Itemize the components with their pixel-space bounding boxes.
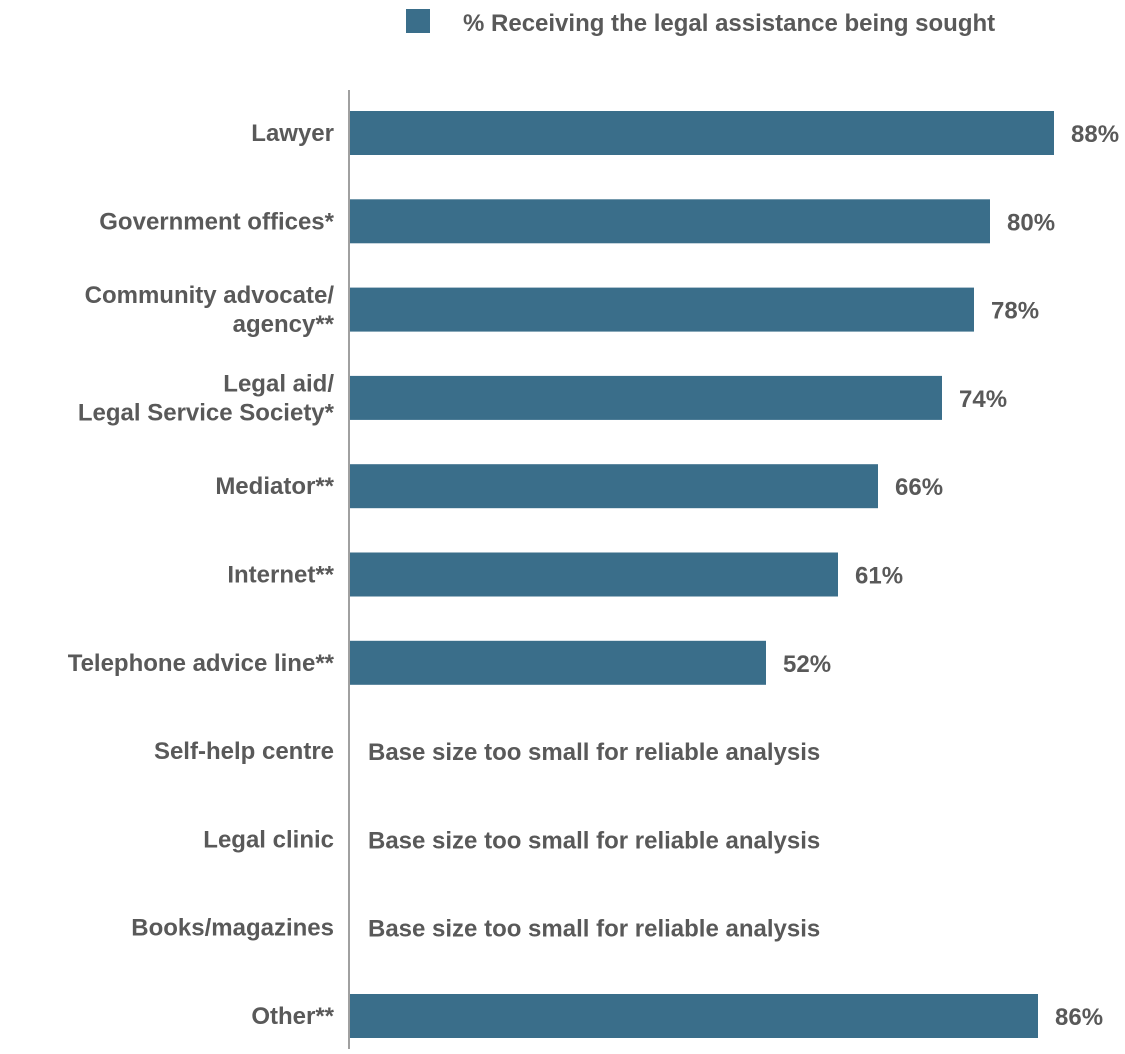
category-label-line: Telephone advice line** xyxy=(68,650,335,677)
category-label-line: Legal aid/ xyxy=(223,370,334,397)
data-label: 86% xyxy=(1055,1004,1103,1031)
category-label-line: Internet** xyxy=(227,562,334,589)
category-label-line: Community advocate/ xyxy=(85,282,335,309)
legend-label: % Receiving the legal assistance being s… xyxy=(463,10,995,37)
category-label-line: Other** xyxy=(251,1003,334,1030)
data-label: 80% xyxy=(1007,209,1055,236)
category-label: Legal clinic xyxy=(203,826,334,853)
category-label-line: Legal clinic xyxy=(203,826,334,853)
category-label-line: Legal Service Society* xyxy=(78,399,335,426)
category-label: Lawyer xyxy=(251,120,334,147)
category-label: Self-help centre xyxy=(154,738,334,765)
bar xyxy=(350,552,838,597)
bar xyxy=(350,994,1038,1038)
category-label-line: Lawyer xyxy=(251,120,334,147)
category-label-line: Books/magazines xyxy=(131,915,334,942)
category-label: Government offices* xyxy=(99,208,334,235)
bar xyxy=(350,287,974,332)
legend: % Receiving the legal assistance being s… xyxy=(406,9,995,37)
category-label-line: agency** xyxy=(233,311,335,338)
category-label: Internet** xyxy=(227,562,334,589)
bar xyxy=(350,375,942,420)
data-label: 74% xyxy=(959,386,1007,413)
base-size-note: Base size too small for reliable analysi… xyxy=(368,916,820,943)
data-label: 52% xyxy=(783,651,831,678)
category-label: Community advocate/agency** xyxy=(85,282,335,338)
data-label: 61% xyxy=(855,563,903,590)
legend-swatch xyxy=(406,9,430,33)
data-label: 88% xyxy=(1071,121,1119,148)
base-size-note: Base size too small for reliable analysi… xyxy=(368,739,820,766)
category-label: Books/magazines xyxy=(131,915,334,942)
base-size-note: Base size too small for reliable analysi… xyxy=(368,827,820,854)
bar xyxy=(350,464,878,509)
data-label: 78% xyxy=(991,298,1039,325)
category-label-line: Mediator** xyxy=(215,473,334,500)
category-label: Telephone advice line** xyxy=(68,650,335,677)
category-label: Legal aid/Legal Service Society* xyxy=(78,370,335,426)
category-label: Other** xyxy=(251,1003,334,1030)
category-label-line: Government offices* xyxy=(99,208,334,235)
bar xyxy=(350,111,1054,155)
bar xyxy=(350,640,766,685)
bar xyxy=(350,199,990,244)
data-label: 66% xyxy=(895,474,943,501)
category-label-line: Self-help centre xyxy=(154,738,334,765)
category-label: Mediator** xyxy=(215,473,334,500)
